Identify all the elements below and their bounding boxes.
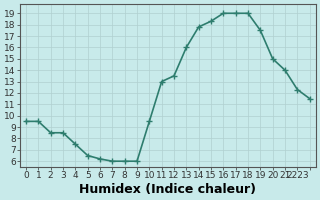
X-axis label: Humidex (Indice chaleur): Humidex (Indice chaleur)	[79, 183, 256, 196]
